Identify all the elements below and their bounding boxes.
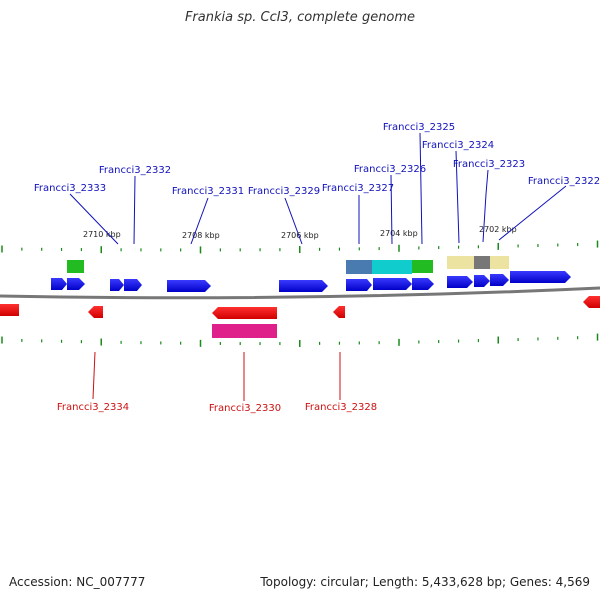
gene-label[interactable]: Francci3_2331 bbox=[172, 186, 244, 197]
scale-labels: 2710 kbp 2708 kbp 2706 kbp 2704 kbp 2702… bbox=[83, 225, 517, 240]
reverse-genes bbox=[0, 296, 600, 319]
gene-label[interactable]: Francci3_2328 bbox=[305, 402, 377, 413]
forward-gene-arrow[interactable] bbox=[412, 278, 434, 290]
forward-gene-labels: Francci3_2333 Francci3_2332 Francci3_233… bbox=[34, 122, 600, 197]
reverse-gene-arrow[interactable] bbox=[88, 306, 103, 318]
scale-label: 2706 kbp bbox=[281, 231, 319, 240]
gene-label[interactable]: Francci3_2329 bbox=[248, 186, 320, 197]
forward-gene-arrow[interactable] bbox=[510, 271, 571, 283]
gene-label[interactable]: Francci3_2323 bbox=[453, 159, 525, 170]
forward-gene-arrow[interactable] bbox=[279, 280, 328, 292]
forward-gene-arrow[interactable] bbox=[346, 279, 372, 291]
feature-box bbox=[212, 324, 277, 338]
reverse-gene-arrow[interactable] bbox=[333, 306, 345, 318]
genome-backbone bbox=[0, 286, 600, 300]
forward-gene-arrow[interactable] bbox=[447, 276, 473, 288]
gene-label[interactable]: Francci3_2334 bbox=[57, 402, 129, 413]
gene-label[interactable]: Francci3_2333 bbox=[34, 183, 106, 194]
gene-label[interactable]: Francci3_2322 bbox=[528, 176, 600, 187]
scale-label: 2708 kbp bbox=[182, 231, 220, 240]
forward-gene-arrow[interactable] bbox=[490, 274, 509, 286]
reverse-gene-labels: Francci3_2334 Francci3_2330 Francci3_232… bbox=[57, 402, 377, 414]
forward-gene-arrow[interactable] bbox=[110, 279, 124, 291]
feature-boxes bbox=[67, 256, 509, 338]
feature-box bbox=[447, 256, 474, 269]
forward-genes bbox=[51, 271, 571, 292]
gene-label[interactable]: Francci3_2332 bbox=[99, 165, 171, 176]
reverse-leader-lines bbox=[92, 351, 341, 401]
gene-label[interactable]: Francci3_2327 bbox=[322, 183, 394, 194]
scale-ticks-bottom bbox=[1, 333, 599, 348]
forward-gene-arrow[interactable] bbox=[124, 279, 142, 291]
reverse-gene-arrow[interactable] bbox=[583, 296, 600, 308]
genome-summary: Topology: circular; Length: 5,433,628 bp… bbox=[260, 575, 590, 589]
feature-box bbox=[412, 260, 433, 273]
accession-text: Accession: NC_007777 bbox=[9, 575, 146, 589]
feature-box bbox=[490, 256, 509, 269]
forward-leader-lines bbox=[69, 132, 567, 245]
forward-gene-arrow[interactable] bbox=[67, 278, 85, 290]
scale-label: 2702 kbp bbox=[479, 225, 517, 234]
scale-ticks-top bbox=[1, 240, 599, 254]
feature-box bbox=[474, 256, 490, 269]
gene-label[interactable]: Francci3_2324 bbox=[422, 140, 494, 151]
reverse-gene-arrow[interactable] bbox=[0, 304, 19, 316]
gene-label[interactable]: Francci3_2326 bbox=[354, 164, 426, 175]
feature-box bbox=[372, 260, 412, 274]
gene-label[interactable]: Francci3_2330 bbox=[209, 403, 281, 414]
feature-box bbox=[346, 260, 372, 274]
forward-gene-arrow[interactable] bbox=[167, 280, 211, 292]
forward-gene-arrow[interactable] bbox=[51, 278, 67, 290]
forward-gene-arrow[interactable] bbox=[373, 278, 412, 290]
feature-box bbox=[67, 260, 84, 273]
reverse-gene-arrow[interactable] bbox=[212, 307, 277, 319]
scale-label: 2704 kbp bbox=[380, 229, 418, 238]
forward-gene-arrow[interactable] bbox=[474, 275, 490, 287]
map-title: Frankia sp. CcI3, complete genome bbox=[184, 10, 416, 25]
scale-label: 2710 kbp bbox=[83, 230, 121, 239]
gene-label[interactable]: Francci3_2325 bbox=[383, 122, 455, 133]
